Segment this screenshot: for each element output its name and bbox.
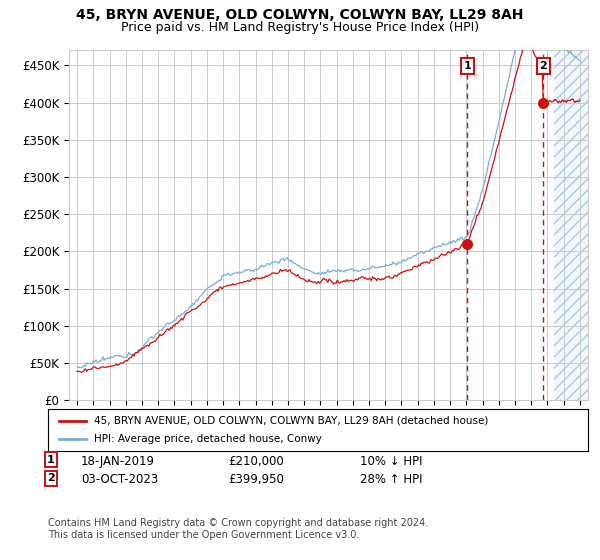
Text: 45, BRYN AVENUE, OLD COLWYN, COLWYN BAY, LL29 8AH: 45, BRYN AVENUE, OLD COLWYN, COLWYN BAY,… — [76, 8, 524, 22]
Text: 2: 2 — [539, 61, 547, 71]
Text: 45, BRYN AVENUE, OLD COLWYN, COLWYN BAY, LL29 8AH (detached house): 45, BRYN AVENUE, OLD COLWYN, COLWYN BAY,… — [94, 416, 488, 426]
Bar — [554, 50, 600, 400]
Text: 1: 1 — [47, 455, 55, 465]
Text: 03-OCT-2023: 03-OCT-2023 — [81, 473, 158, 486]
Text: Price paid vs. HM Land Registry's House Price Index (HPI): Price paid vs. HM Land Registry's House … — [121, 21, 479, 34]
Bar — [554, 50, 600, 400]
Text: HPI: Average price, detached house, Conwy: HPI: Average price, detached house, Conw… — [94, 434, 322, 444]
Text: 28% ↑ HPI: 28% ↑ HPI — [360, 473, 422, 486]
Text: £210,000: £210,000 — [228, 455, 284, 468]
Text: 1: 1 — [463, 61, 471, 71]
Text: Contains HM Land Registry data © Crown copyright and database right 2024.
This d: Contains HM Land Registry data © Crown c… — [48, 518, 428, 540]
Text: £399,950: £399,950 — [228, 473, 284, 486]
Text: 2: 2 — [47, 473, 55, 483]
Text: 10% ↓ HPI: 10% ↓ HPI — [360, 455, 422, 468]
Text: 18-JAN-2019: 18-JAN-2019 — [81, 455, 155, 468]
